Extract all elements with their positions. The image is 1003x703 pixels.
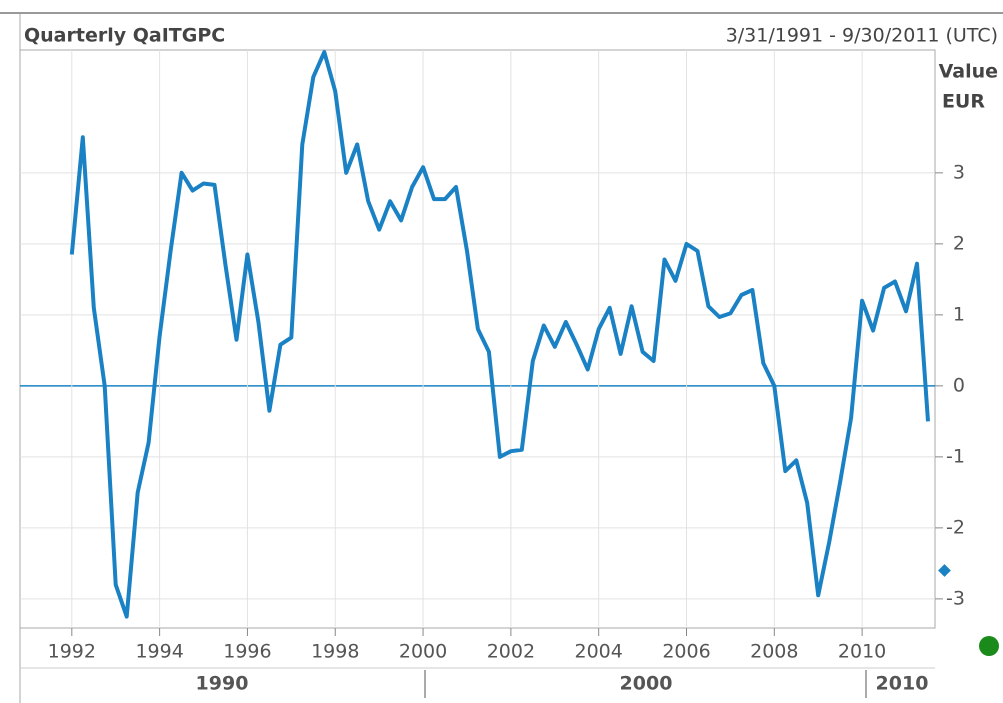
y-tick-label: 3 <box>953 161 965 183</box>
x-tick-label: 1992 <box>48 641 96 663</box>
plot-frame <box>19 49 936 629</box>
y-tick-label: 0 <box>953 374 965 396</box>
x-tick-label: 1996 <box>223 641 271 663</box>
decade-label: 2000 <box>620 673 673 695</box>
y-tick-label: -3 <box>946 587 965 609</box>
y-tick-label: -2 <box>946 516 965 538</box>
y-axis-label: Value <box>939 61 998 83</box>
decade-label: 1990 <box>196 673 249 695</box>
x-tick-label: 1994 <box>135 641 183 663</box>
y-tick-label: -1 <box>946 445 965 467</box>
y-tick-label: 1 <box>953 303 965 325</box>
chart-title: Quarterly QaITGPC <box>24 25 225 47</box>
x-tick-label: 2004 <box>575 641 623 663</box>
date-range: 3/31/1991 - 9/30/2011 (UTC) <box>726 25 998 47</box>
last-value-marker <box>938 564 951 577</box>
y-axis-unit: EUR <box>942 91 985 113</box>
x-tick-label: 2000 <box>399 641 447 663</box>
x-tick-label: 2010 <box>838 641 886 663</box>
data-line <box>69 50 930 619</box>
x-tick-label: 2006 <box>662 641 710 663</box>
x-tick-label: 1998 <box>311 641 359 663</box>
x-tick-label: 2002 <box>487 641 535 663</box>
status-indicator <box>979 636 999 656</box>
decade-label: 2010 <box>876 673 929 695</box>
x-tick-label: 2008 <box>750 641 798 663</box>
y-tick-label: 2 <box>953 232 965 254</box>
